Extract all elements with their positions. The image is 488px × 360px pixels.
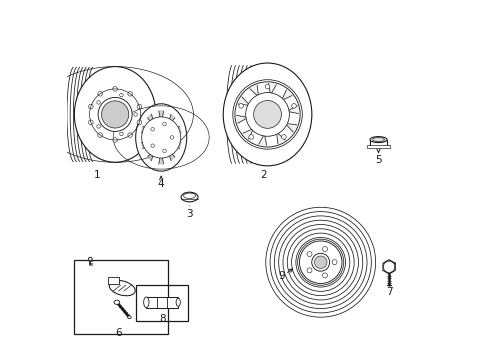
Polygon shape xyxy=(167,149,175,161)
Ellipse shape xyxy=(238,104,243,108)
Ellipse shape xyxy=(150,127,154,131)
Ellipse shape xyxy=(74,67,156,162)
Polygon shape xyxy=(276,132,285,144)
Ellipse shape xyxy=(127,133,132,138)
Ellipse shape xyxy=(223,63,311,166)
Ellipse shape xyxy=(113,138,117,142)
Polygon shape xyxy=(147,114,155,126)
Text: 5: 5 xyxy=(374,155,381,165)
Polygon shape xyxy=(171,142,181,149)
Ellipse shape xyxy=(331,260,336,265)
Text: 2: 2 xyxy=(260,170,267,180)
Ellipse shape xyxy=(150,144,154,148)
Ellipse shape xyxy=(264,84,269,89)
Bar xyxy=(369,140,386,146)
Polygon shape xyxy=(258,134,266,145)
Text: 9: 9 xyxy=(278,271,285,282)
Ellipse shape xyxy=(311,253,329,271)
Ellipse shape xyxy=(143,297,149,307)
Polygon shape xyxy=(243,129,253,139)
Ellipse shape xyxy=(322,247,327,252)
Polygon shape xyxy=(171,126,181,133)
Ellipse shape xyxy=(97,125,100,128)
Polygon shape xyxy=(159,152,163,164)
Polygon shape xyxy=(268,84,276,95)
Ellipse shape xyxy=(127,91,132,96)
Polygon shape xyxy=(249,85,258,97)
Ellipse shape xyxy=(137,104,142,109)
Ellipse shape xyxy=(181,192,198,202)
Ellipse shape xyxy=(120,132,123,136)
Polygon shape xyxy=(147,149,155,161)
Bar xyxy=(146,297,178,307)
Ellipse shape xyxy=(314,256,326,269)
Text: 4: 4 xyxy=(158,179,164,189)
Polygon shape xyxy=(285,123,296,132)
Ellipse shape xyxy=(134,113,137,116)
Ellipse shape xyxy=(372,138,384,142)
Ellipse shape xyxy=(88,120,93,125)
Text: 8: 8 xyxy=(159,314,165,324)
Text: 3: 3 xyxy=(186,209,192,219)
Ellipse shape xyxy=(120,93,123,97)
Bar xyxy=(74,260,168,334)
Ellipse shape xyxy=(322,273,327,278)
Ellipse shape xyxy=(369,136,386,143)
Polygon shape xyxy=(382,260,394,274)
Ellipse shape xyxy=(98,98,132,131)
Ellipse shape xyxy=(98,91,102,96)
Polygon shape xyxy=(141,142,151,149)
Ellipse shape xyxy=(97,101,100,104)
Ellipse shape xyxy=(248,135,253,139)
Ellipse shape xyxy=(176,298,180,306)
Ellipse shape xyxy=(88,257,92,261)
Bar xyxy=(134,138,137,141)
Ellipse shape xyxy=(142,117,181,158)
Polygon shape xyxy=(167,114,175,126)
Ellipse shape xyxy=(127,316,131,319)
Ellipse shape xyxy=(306,252,311,257)
Text: 6: 6 xyxy=(115,328,122,338)
Ellipse shape xyxy=(135,104,186,171)
Ellipse shape xyxy=(102,101,128,128)
Text: 7: 7 xyxy=(385,287,392,297)
Ellipse shape xyxy=(113,87,117,91)
Polygon shape xyxy=(281,90,291,100)
Ellipse shape xyxy=(114,300,120,305)
Ellipse shape xyxy=(137,120,142,125)
Bar xyxy=(136,285,187,321)
Ellipse shape xyxy=(245,93,289,136)
Ellipse shape xyxy=(281,135,285,139)
Polygon shape xyxy=(159,111,163,123)
Ellipse shape xyxy=(306,268,311,273)
Ellipse shape xyxy=(88,104,93,109)
Polygon shape xyxy=(236,115,247,123)
Text: 1: 1 xyxy=(93,170,100,180)
Ellipse shape xyxy=(291,104,296,108)
Polygon shape xyxy=(286,105,298,114)
Ellipse shape xyxy=(163,122,166,126)
Ellipse shape xyxy=(163,149,166,153)
Polygon shape xyxy=(141,126,151,133)
Ellipse shape xyxy=(109,280,135,296)
Bar xyxy=(108,278,119,284)
Bar xyxy=(366,145,389,148)
Ellipse shape xyxy=(98,133,102,138)
Ellipse shape xyxy=(170,136,173,139)
Ellipse shape xyxy=(297,239,343,285)
Ellipse shape xyxy=(253,100,281,128)
Polygon shape xyxy=(238,97,249,105)
